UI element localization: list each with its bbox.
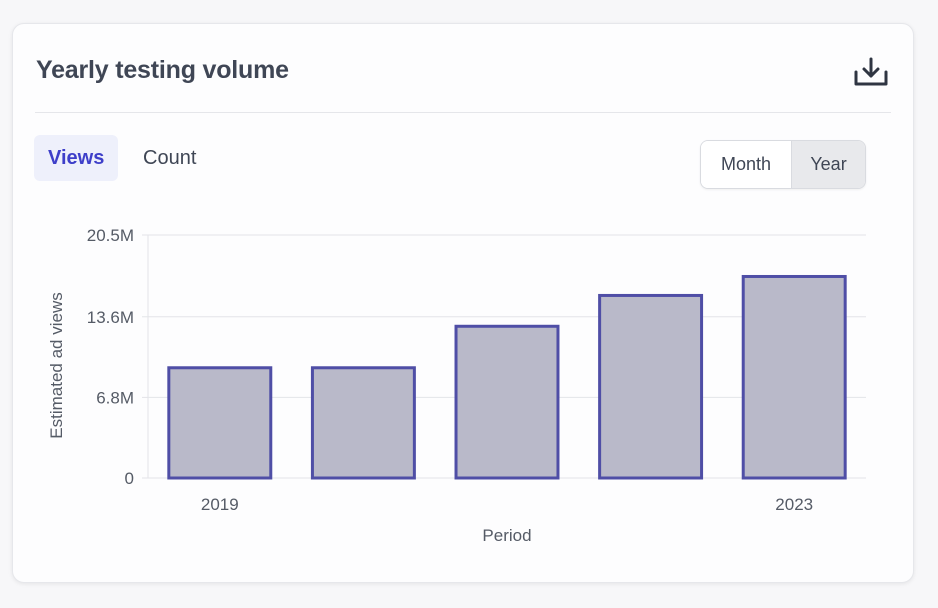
x-tick-label: 2019 <box>201 495 239 514</box>
year-button[interactable]: Year <box>792 141 865 188</box>
bar-chart: 0 6.8M 13.6M 20.5M 2019 2023 Period Estimated a… <box>47 226 866 545</box>
x-axis-label: Period <box>482 526 531 545</box>
bar-2019 <box>167 366 273 480</box>
bar-2020 <box>310 366 416 480</box>
tab-count[interactable]: Count <box>143 146 197 169</box>
y-tick-label: 6.8M <box>96 388 134 407</box>
y-tick-label: 0 <box>125 469 134 488</box>
download-button[interactable] <box>851 54 891 90</box>
header-divider <box>35 112 891 113</box>
chart-card: Yearly testing volume Views Count Month … <box>12 23 914 583</box>
month-button[interactable]: Month <box>701 141 792 188</box>
y-tick-label: 13.6M <box>87 308 134 327</box>
card-title: Yearly testing volume <box>36 56 289 84</box>
bar-2023 <box>741 274 847 480</box>
x-tick-label: 2023 <box>775 495 813 514</box>
bar-2021 <box>454 324 560 480</box>
download-icon <box>854 57 888 86</box>
granularity-toggle: Month Year <box>700 140 866 189</box>
tab-views[interactable]: Views <box>34 135 119 181</box>
y-tick-label: 20.5M <box>87 226 134 245</box>
y-axis-label: Estimated ad views <box>47 292 66 438</box>
bar-2022 <box>598 293 704 480</box>
